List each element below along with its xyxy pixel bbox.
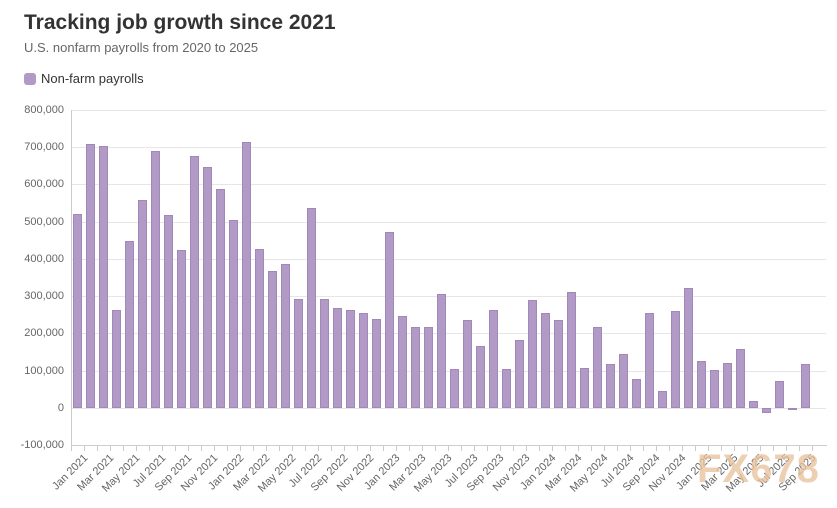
bar[interactable] — [73, 214, 82, 408]
gridline — [71, 147, 826, 148]
bar[interactable] — [736, 349, 745, 408]
legend-item[interactable]: Non-farm payrolls — [24, 71, 144, 86]
bar[interactable] — [723, 363, 732, 408]
bar[interactable] — [138, 200, 147, 408]
watermark: FX678 — [697, 447, 820, 491]
bar[interactable] — [463, 319, 472, 408]
x-axis-ticks — [71, 446, 813, 451]
gridline — [71, 259, 826, 260]
bar[interactable] — [619, 354, 628, 408]
bar[interactable] — [164, 215, 173, 408]
gridline — [71, 333, 826, 334]
bar[interactable] — [476, 346, 485, 408]
bar[interactable] — [489, 310, 498, 408]
bar[interactable] — [775, 381, 784, 408]
gridline — [71, 408, 826, 409]
bar[interactable] — [320, 299, 329, 408]
y-axis-label: 400,000 — [24, 253, 64, 265]
gridline — [71, 371, 826, 372]
legend-label: Non-farm payrolls — [41, 71, 144, 86]
bar[interactable] — [372, 318, 381, 408]
bar[interactable] — [216, 188, 225, 408]
bar[interactable] — [541, 312, 550, 408]
y-axis-label: 300,000 — [24, 290, 64, 302]
bar[interactable] — [567, 292, 576, 408]
bar[interactable] — [424, 327, 433, 408]
y-axis-label: 800,000 — [24, 104, 64, 116]
bar[interactable] — [359, 312, 368, 408]
bar[interactable] — [177, 250, 186, 408]
gridline — [71, 222, 826, 223]
bar[interactable] — [749, 400, 758, 408]
bar[interactable] — [242, 142, 251, 408]
bar[interactable] — [606, 363, 615, 408]
bar[interactable] — [502, 368, 511, 408]
y-axis-label: 700,000 — [24, 141, 64, 153]
bar[interactable] — [437, 293, 446, 408]
bar[interactable] — [99, 145, 108, 408]
bar[interactable] — [762, 407, 771, 413]
x-axis-line — [71, 445, 827, 446]
y-axis-label: 200,000 — [24, 327, 64, 339]
bar[interactable] — [450, 368, 459, 408]
bar[interactable] — [268, 270, 277, 408]
bar[interactable] — [281, 264, 290, 408]
page-title: Tracking job growth since 2021 — [24, 11, 336, 34]
bar[interactable] — [229, 220, 238, 408]
bar[interactable] — [554, 319, 563, 408]
bar[interactable] — [112, 309, 121, 408]
bar[interactable] — [151, 151, 160, 408]
bar[interactable] — [658, 391, 667, 408]
y-axis-label: -100,000 — [20, 439, 64, 451]
gridline — [71, 296, 826, 297]
gridline — [71, 184, 826, 185]
y-axis-label: 100,000 — [24, 365, 64, 377]
bar[interactable] — [398, 315, 407, 408]
bar[interactable] — [307, 207, 316, 408]
gridline — [71, 110, 826, 111]
bar[interactable] — [580, 367, 589, 408]
y-axis-line — [71, 110, 72, 445]
bar[interactable] — [528, 299, 537, 408]
bar[interactable] — [190, 155, 199, 408]
bar[interactable] — [788, 407, 797, 410]
page-subtitle: U.S. nonfarm payrolls from 2020 to 2025 — [24, 40, 259, 55]
bar[interactable] — [515, 340, 524, 408]
bar[interactable] — [710, 369, 719, 408]
bar[interactable] — [86, 143, 95, 408]
bar[interactable] — [645, 312, 654, 408]
bar[interactable] — [346, 309, 355, 408]
bar[interactable] — [294, 298, 303, 408]
bar[interactable] — [697, 361, 706, 408]
y-axis-label: 0 — [57, 402, 64, 414]
bar[interactable] — [385, 232, 394, 408]
bar[interactable] — [125, 241, 134, 408]
y-axis-label: 600,000 — [24, 178, 64, 190]
bar[interactable] — [203, 166, 212, 408]
bar[interactable] — [632, 378, 641, 408]
bar[interactable] — [411, 327, 420, 408]
bar[interactable] — [671, 310, 680, 408]
bar[interactable] — [801, 363, 810, 408]
bar[interactable] — [593, 327, 602, 408]
y-axis-label: 500,000 — [24, 216, 64, 228]
legend-swatch-icon — [24, 72, 36, 85]
bar[interactable] — [333, 307, 342, 408]
bar[interactable] — [684, 287, 693, 408]
bar[interactable] — [255, 248, 264, 408]
